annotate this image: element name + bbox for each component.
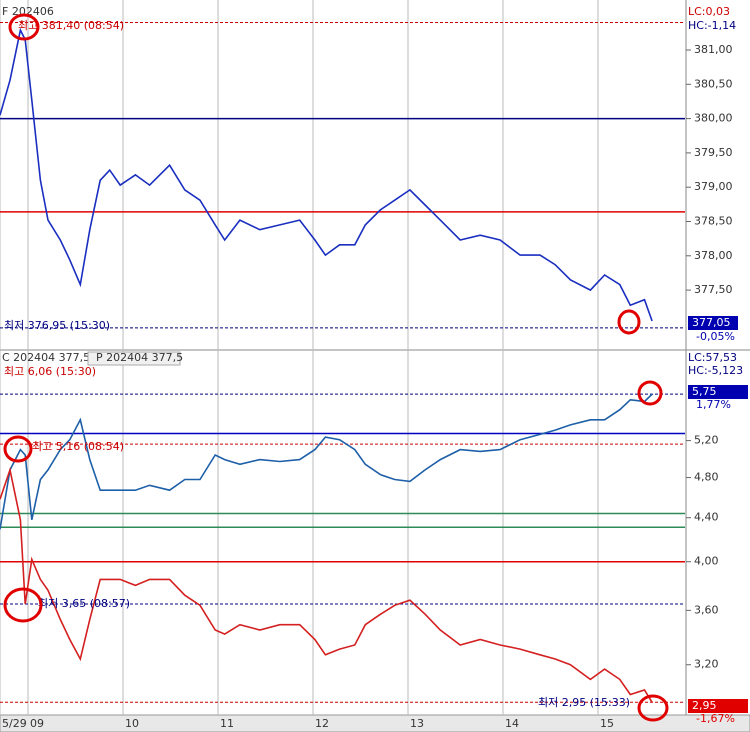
high-label: 최고 381,40 (08:54) [18, 19, 124, 32]
put-box [688, 699, 748, 713]
y-tick-label: 379,50 [694, 146, 733, 159]
y-tick-label: 5,20 [694, 434, 719, 447]
x-tick-label: 10 [125, 717, 139, 730]
y-tick-label: 378,50 [694, 215, 733, 228]
x-tick-label: 11 [220, 717, 234, 730]
low-label: 최저 376,95 (15:30) [4, 319, 110, 332]
put-low-label: 최저 2,95 (15:33) [538, 696, 630, 709]
price-box [688, 316, 738, 330]
call-change: 1,77% [696, 398, 731, 411]
put-high-label: 최고 5,16 (08:54) [32, 440, 124, 453]
call-box [688, 385, 748, 399]
lc-label: LC:0,03 [688, 5, 730, 18]
hc-label: HC:-1,14 [688, 19, 736, 32]
put-change: -1,67% [696, 712, 735, 725]
x-tick-label: 15 [600, 717, 614, 730]
highlight-circles [3, 13, 669, 722]
y-tick-label: 3,60 [694, 603, 719, 616]
call-high-label: 최고 6,06 (15:30) [4, 365, 96, 378]
put-box-text: 2,95 [692, 699, 717, 712]
y-tick-label: 378,00 [694, 249, 733, 262]
lc-label: LC:57,53 [688, 351, 737, 364]
call-label: C 202404 377,5 [2, 351, 90, 364]
put-label: P 202404 377,5 [96, 351, 183, 364]
x-tick-label: 09 [30, 717, 44, 730]
call-box-text: 5,75 [692, 385, 717, 398]
y-tick-label: 379,00 [694, 180, 733, 193]
y-tick-label: 4,40 [694, 511, 719, 524]
y-tick-label: 377,50 [694, 283, 733, 296]
y-tick-label: 3,20 [694, 658, 719, 671]
price-box-text: 377,05 [692, 316, 731, 329]
price-line [0, 393, 653, 530]
plot [0, 22, 685, 703]
y-tick-label: 4,00 [694, 555, 719, 568]
y-tick-label: 380,50 [694, 77, 733, 90]
price-line [0, 27, 653, 322]
contract-label: F 202406 [2, 5, 54, 18]
y-tick-label: 380,00 [694, 112, 733, 125]
y-tick-label: 381,00 [694, 43, 733, 56]
y-tick-label: 4,80 [694, 471, 719, 484]
price-line [0, 466, 653, 703]
x-tick-label: 5/29 [2, 717, 27, 730]
x-tick-label: 14 [505, 717, 519, 730]
call-low-label: 최저 3,65 (08:57) [38, 597, 130, 610]
put-tab [87, 351, 181, 366]
x-tick-label: 13 [410, 717, 424, 730]
x-axis-strip [0, 714, 750, 732]
hc-label: HC:-5,123 [688, 364, 743, 377]
change-label: -0,05% [696, 330, 735, 343]
x-tick-label: 12 [315, 717, 329, 730]
